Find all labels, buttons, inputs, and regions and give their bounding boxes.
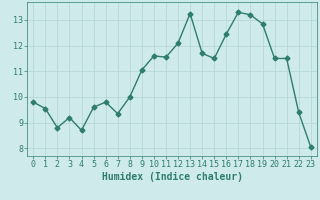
X-axis label: Humidex (Indice chaleur): Humidex (Indice chaleur): [101, 172, 243, 182]
